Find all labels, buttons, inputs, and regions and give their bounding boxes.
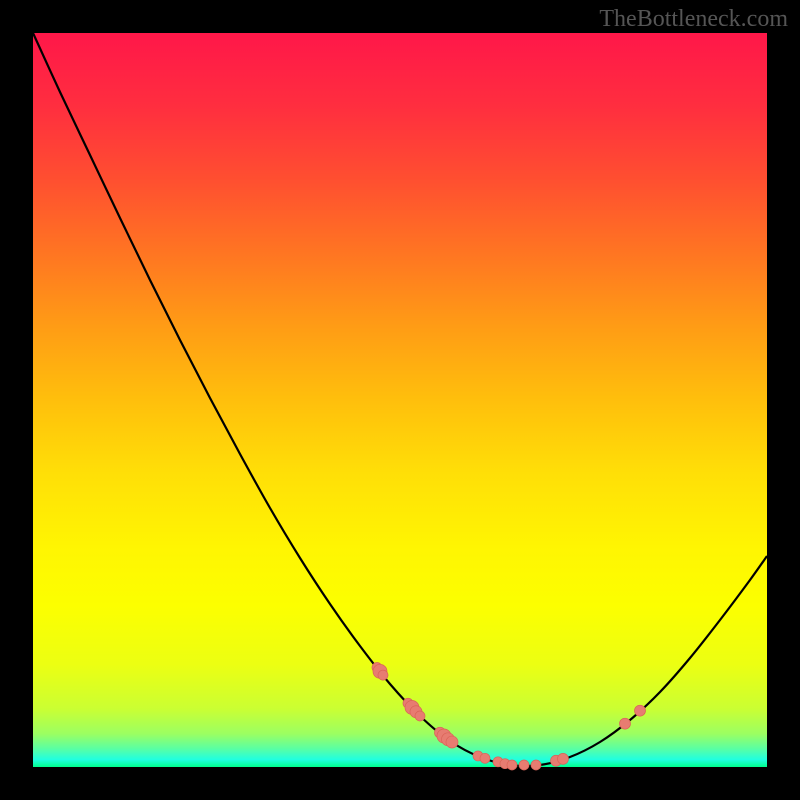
data-point bbox=[519, 760, 529, 770]
bottleneck-curve-chart bbox=[0, 0, 800, 800]
data-point bbox=[507, 760, 517, 770]
data-point bbox=[620, 718, 631, 729]
data-point bbox=[415, 711, 425, 721]
data-point bbox=[635, 705, 646, 716]
watermark-text: TheBottleneck.com bbox=[599, 6, 788, 33]
data-point bbox=[558, 753, 569, 764]
data-point bbox=[446, 736, 458, 748]
chart-background-gradient bbox=[33, 33, 767, 767]
data-point bbox=[378, 670, 388, 680]
data-point bbox=[531, 760, 541, 770]
data-point bbox=[480, 753, 490, 763]
